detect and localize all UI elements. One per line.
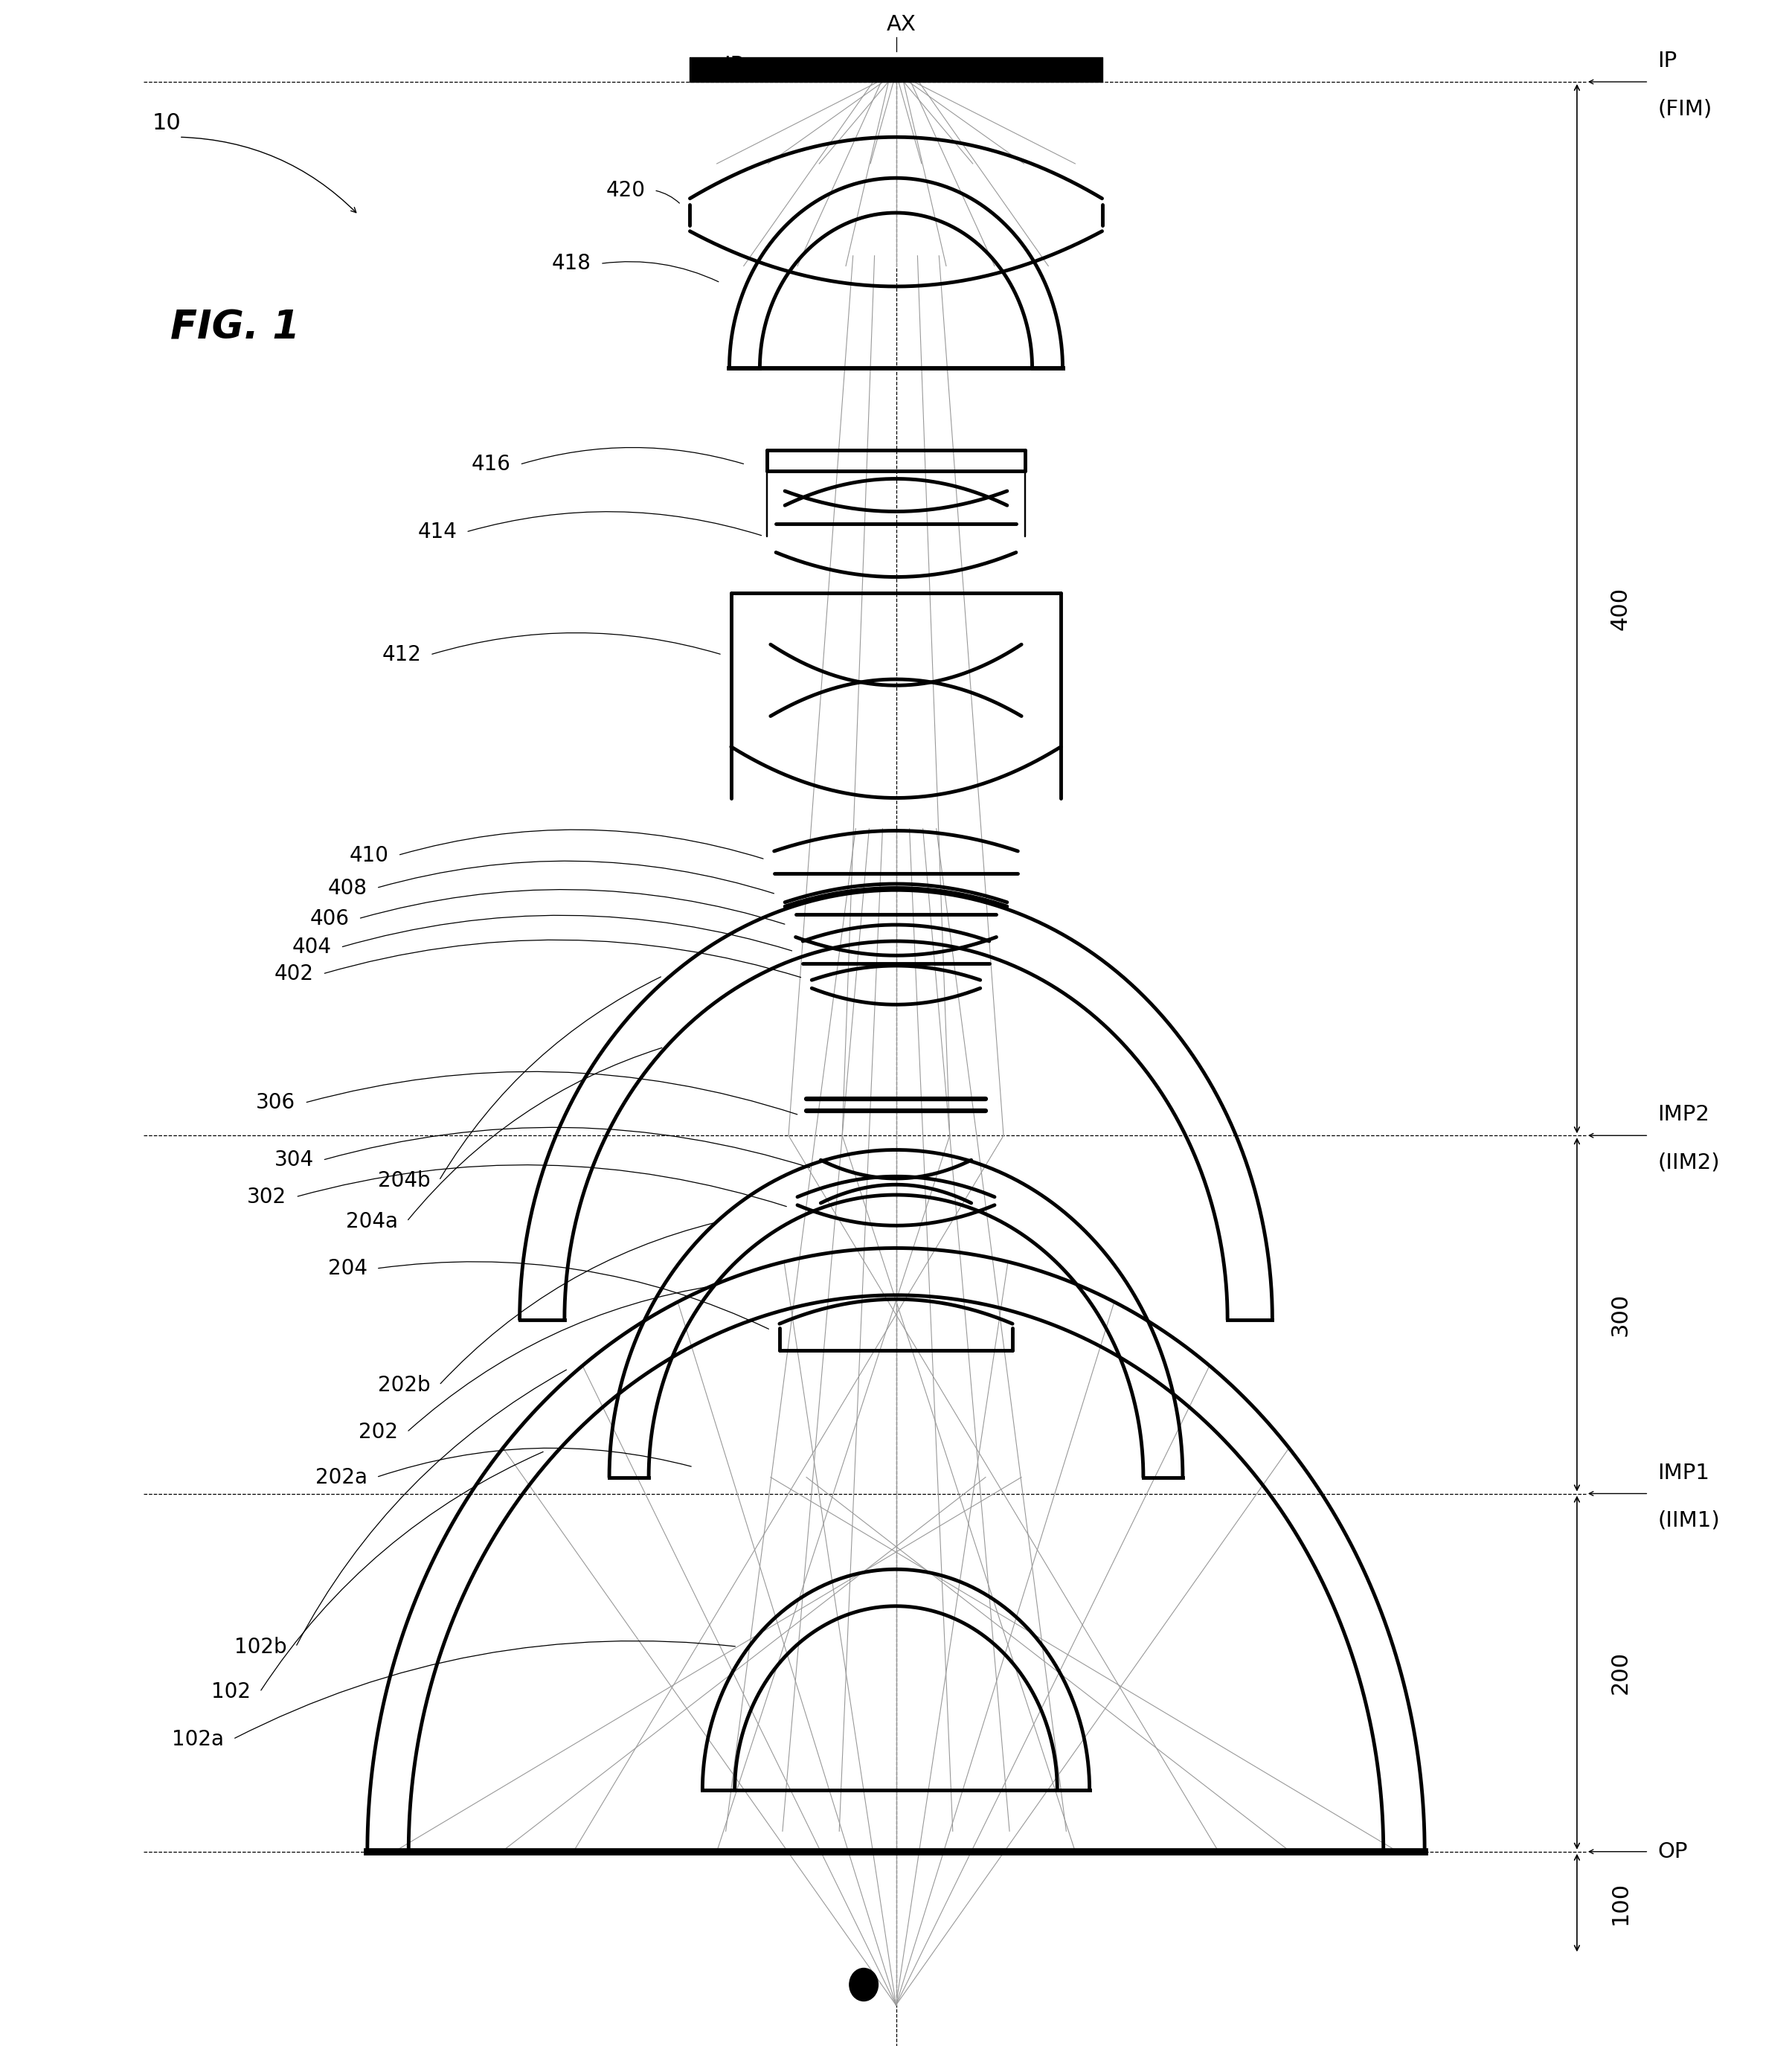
- Text: IMP1: IMP1: [1658, 1463, 1710, 1483]
- Text: 306: 306: [256, 1093, 296, 1113]
- Text: FIG. 1: FIG. 1: [170, 309, 299, 346]
- Circle shape: [849, 1968, 878, 2001]
- Text: 204: 204: [328, 1258, 367, 1279]
- Text: 200: 200: [1609, 1651, 1631, 1694]
- Text: 400: 400: [1609, 587, 1631, 630]
- Text: IMP2: IMP2: [1658, 1105, 1710, 1125]
- Text: 202a: 202a: [315, 1467, 367, 1487]
- Text: 204a: 204a: [346, 1211, 398, 1232]
- Text: 402: 402: [274, 964, 314, 984]
- Text: 204b: 204b: [378, 1170, 430, 1191]
- Text: 412: 412: [382, 644, 421, 665]
- Text: 100: 100: [1609, 1880, 1631, 1925]
- Text: 300: 300: [1609, 1293, 1631, 1336]
- Text: 416: 416: [471, 454, 511, 475]
- Text: AX: AX: [887, 14, 916, 35]
- Text: 102: 102: [211, 1682, 251, 1702]
- Text: 102a: 102a: [172, 1729, 224, 1749]
- Text: 418: 418: [552, 254, 591, 274]
- Text: OP: OP: [1658, 1841, 1688, 1862]
- Text: 302: 302: [247, 1187, 287, 1207]
- Text: 404: 404: [292, 937, 332, 958]
- Text: IP: IP: [724, 55, 744, 76]
- Text: 410: 410: [349, 845, 389, 865]
- Text: IP: IP: [1658, 51, 1677, 72]
- Text: 304: 304: [274, 1150, 314, 1170]
- Text: 414: 414: [418, 522, 457, 542]
- Text: 102b: 102b: [235, 1637, 287, 1657]
- Text: (IIM2): (IIM2): [1658, 1152, 1720, 1172]
- Text: 202b: 202b: [378, 1375, 430, 1395]
- Text: 420: 420: [606, 180, 645, 201]
- Text: 10: 10: [152, 113, 181, 133]
- Text: 408: 408: [328, 878, 367, 898]
- Text: 406: 406: [310, 908, 349, 929]
- Text: (FIM): (FIM): [1658, 98, 1711, 119]
- Text: 202: 202: [358, 1422, 398, 1442]
- Text: (IIM1): (IIM1): [1658, 1510, 1720, 1530]
